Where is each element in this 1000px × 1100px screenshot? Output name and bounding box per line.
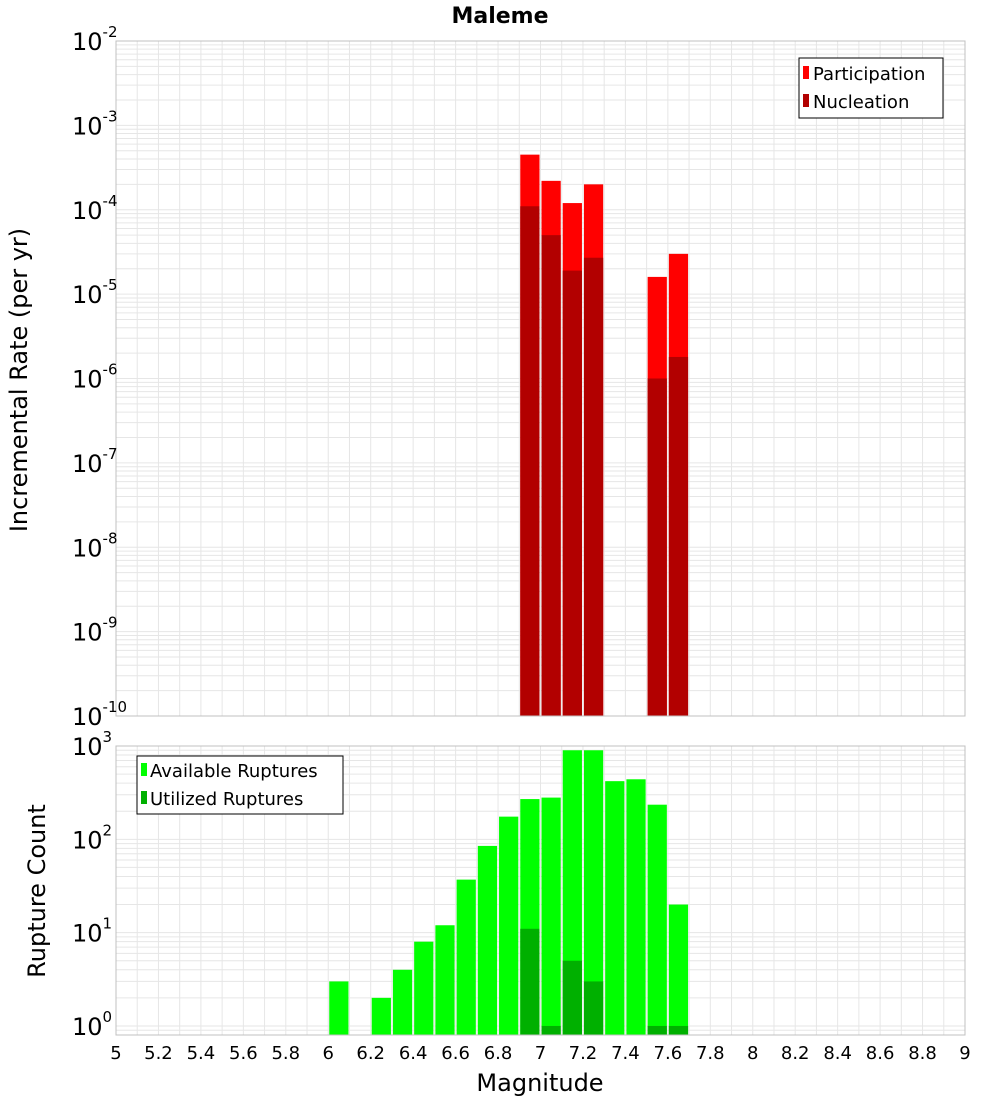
legend-participation-label: Participation bbox=[813, 64, 925, 85]
x-tick-label: 6.4 bbox=[399, 1043, 428, 1064]
bottom-bar-available-ruptures bbox=[392, 969, 413, 1035]
x-tick-label: 8.2 bbox=[781, 1043, 810, 1064]
x-tick-label: 5.4 bbox=[187, 1043, 216, 1064]
x-tick-label: 5.8 bbox=[271, 1043, 300, 1064]
bottom-plot-grid bbox=[115, 746, 966, 1036]
bottom-y-tick-label: 101 bbox=[72, 915, 112, 948]
legend-utilized-swatch bbox=[141, 791, 147, 804]
chart-title: Maleme bbox=[451, 4, 548, 29]
bottom-bar-utilized-ruptures bbox=[583, 981, 604, 1035]
top-y-tick-label: 10-9 bbox=[72, 614, 118, 647]
top-plot-grid bbox=[115, 41, 966, 717]
x-tick-label: 8.4 bbox=[823, 1043, 852, 1064]
top-legend-box bbox=[798, 57, 944, 119]
x-tick-label: 7.4 bbox=[611, 1043, 640, 1064]
bottom-plot-frame bbox=[115, 745, 966, 1036]
top-y-tick-label: 10-8 bbox=[72, 529, 118, 562]
top-y-tick-label: 10-6 bbox=[72, 361, 118, 394]
bottom-bar-available-ruptures bbox=[414, 941, 434, 1035]
top-plot: 10-2 10-3 10-4 10-5 10-6 10-7 10-8 10-9 10-10 In… bbox=[5, 23, 966, 731]
bottom-bar-utilized-ruptures bbox=[520, 928, 540, 1035]
top-bar-nucleation bbox=[583, 257, 604, 716]
x-tick-label: 8.6 bbox=[866, 1043, 895, 1064]
x-tick-label: 7.8 bbox=[696, 1043, 725, 1064]
bottom-bar-available-ruptures bbox=[647, 804, 667, 1035]
bottom-bar-available-ruptures bbox=[499, 816, 519, 1035]
top-y-axis-label: Incremental Rate (per yr) bbox=[5, 228, 33, 532]
top-y-tick-label: 10-5 bbox=[72, 276, 118, 309]
x-tick-label: 5 bbox=[110, 1043, 121, 1064]
bottom-bar-available-ruptures bbox=[541, 797, 561, 1035]
bottom-bar-available-ruptures bbox=[626, 779, 646, 1035]
bottom-bar-utilized-ruptures bbox=[647, 1025, 667, 1035]
x-tick-label: 9 bbox=[959, 1043, 970, 1064]
x-tick-label: 6.8 bbox=[484, 1043, 513, 1064]
top-legend: Participation Nucleation bbox=[798, 57, 944, 119]
bottom-bar-available-ruptures bbox=[605, 781, 625, 1035]
legend-available-label: Available Ruptures bbox=[150, 761, 318, 782]
bottom-bar-available-ruptures bbox=[668, 904, 689, 1035]
x-tick-label: 7 bbox=[535, 1043, 546, 1064]
bottom-bar-utilized-ruptures bbox=[562, 960, 582, 1035]
x-tick-label: 6 bbox=[323, 1043, 334, 1064]
bottom-bar-available-ruptures bbox=[456, 879, 476, 1035]
x-tick-label: 6.6 bbox=[441, 1043, 470, 1064]
x-tick-label: 8 bbox=[747, 1043, 758, 1064]
legend-available-swatch bbox=[141, 763, 147, 776]
legend-nucleation-swatch bbox=[803, 94, 809, 107]
bottom-bar-available-ruptures bbox=[435, 925, 455, 1035]
top-y-tick-label: 10-2 bbox=[72, 23, 118, 56]
bottom-y-axis-label: Rupture Count bbox=[23, 804, 51, 978]
bottom-bar-available-ruptures bbox=[477, 845, 498, 1035]
legend-utilized-label: Utilized Ruptures bbox=[150, 789, 303, 810]
x-tick-label: 6.2 bbox=[356, 1043, 385, 1064]
legend-participation-swatch bbox=[803, 66, 809, 79]
bottom-bar-available-ruptures bbox=[371, 997, 391, 1035]
top-y-tick-label: 10-7 bbox=[72, 445, 118, 478]
bottom-bar-available-ruptures bbox=[583, 750, 604, 1035]
top-plot-frame bbox=[115, 40, 966, 717]
x-tick-labels: 5 5.2 5.4 5.6 5.8 6 6.2 6.4 6.6 6.8 7 7.2 7.4 7.6 7.8 8… bbox=[110, 1043, 970, 1064]
x-axis-label: Magnitude bbox=[476, 1069, 603, 1097]
bottom-y-tick-label: 103 bbox=[72, 728, 112, 761]
top-plot-bars bbox=[520, 154, 689, 717]
top-y-tick-labels: 10-2 10-3 10-4 10-5 10-6 10-7 10-8 10-9 10-10 bbox=[72, 23, 127, 731]
top-bar-nucleation bbox=[562, 270, 582, 716]
x-tick-label: 5.2 bbox=[144, 1043, 173, 1064]
top-bar-nucleation bbox=[541, 235, 561, 716]
top-bar-nucleation bbox=[647, 378, 667, 716]
x-tick-label: 7.6 bbox=[654, 1043, 683, 1064]
bottom-bar-available-ruptures bbox=[329, 981, 349, 1035]
top-bar-nucleation bbox=[668, 356, 689, 716]
top-y-tick-label: 10-4 bbox=[72, 192, 118, 225]
bottom-legend: Available Ruptures Utilized Ruptures bbox=[136, 755, 344, 815]
x-tick-label: 8.8 bbox=[908, 1043, 937, 1064]
bottom-bar-utilized-ruptures bbox=[668, 1025, 689, 1035]
bottom-bar-utilized-ruptures bbox=[541, 1025, 561, 1035]
x-tick-label: 5.6 bbox=[229, 1043, 258, 1064]
legend-nucleation-label: Nucleation bbox=[813, 92, 909, 113]
bottom-y-tick-labels: 103 102 101 100 bbox=[72, 728, 112, 1041]
bottom-legend-box bbox=[136, 755, 344, 815]
top-y-tick-label: 10-10 bbox=[72, 698, 127, 731]
bottom-y-tick-label: 102 bbox=[72, 821, 112, 854]
bottom-y-tick-label: 100 bbox=[72, 1008, 112, 1041]
bottom-plot: 103 102 101 100 5 5.2 5.4 5.6 5.8 6 6.2 6.4 6.6 6.8 7… bbox=[23, 728, 971, 1097]
x-tick-label: 7.2 bbox=[569, 1043, 598, 1064]
top-y-tick-label: 10-3 bbox=[72, 107, 118, 140]
bottom-plot-bars bbox=[329, 750, 689, 1035]
top-bar-nucleation bbox=[520, 206, 540, 716]
